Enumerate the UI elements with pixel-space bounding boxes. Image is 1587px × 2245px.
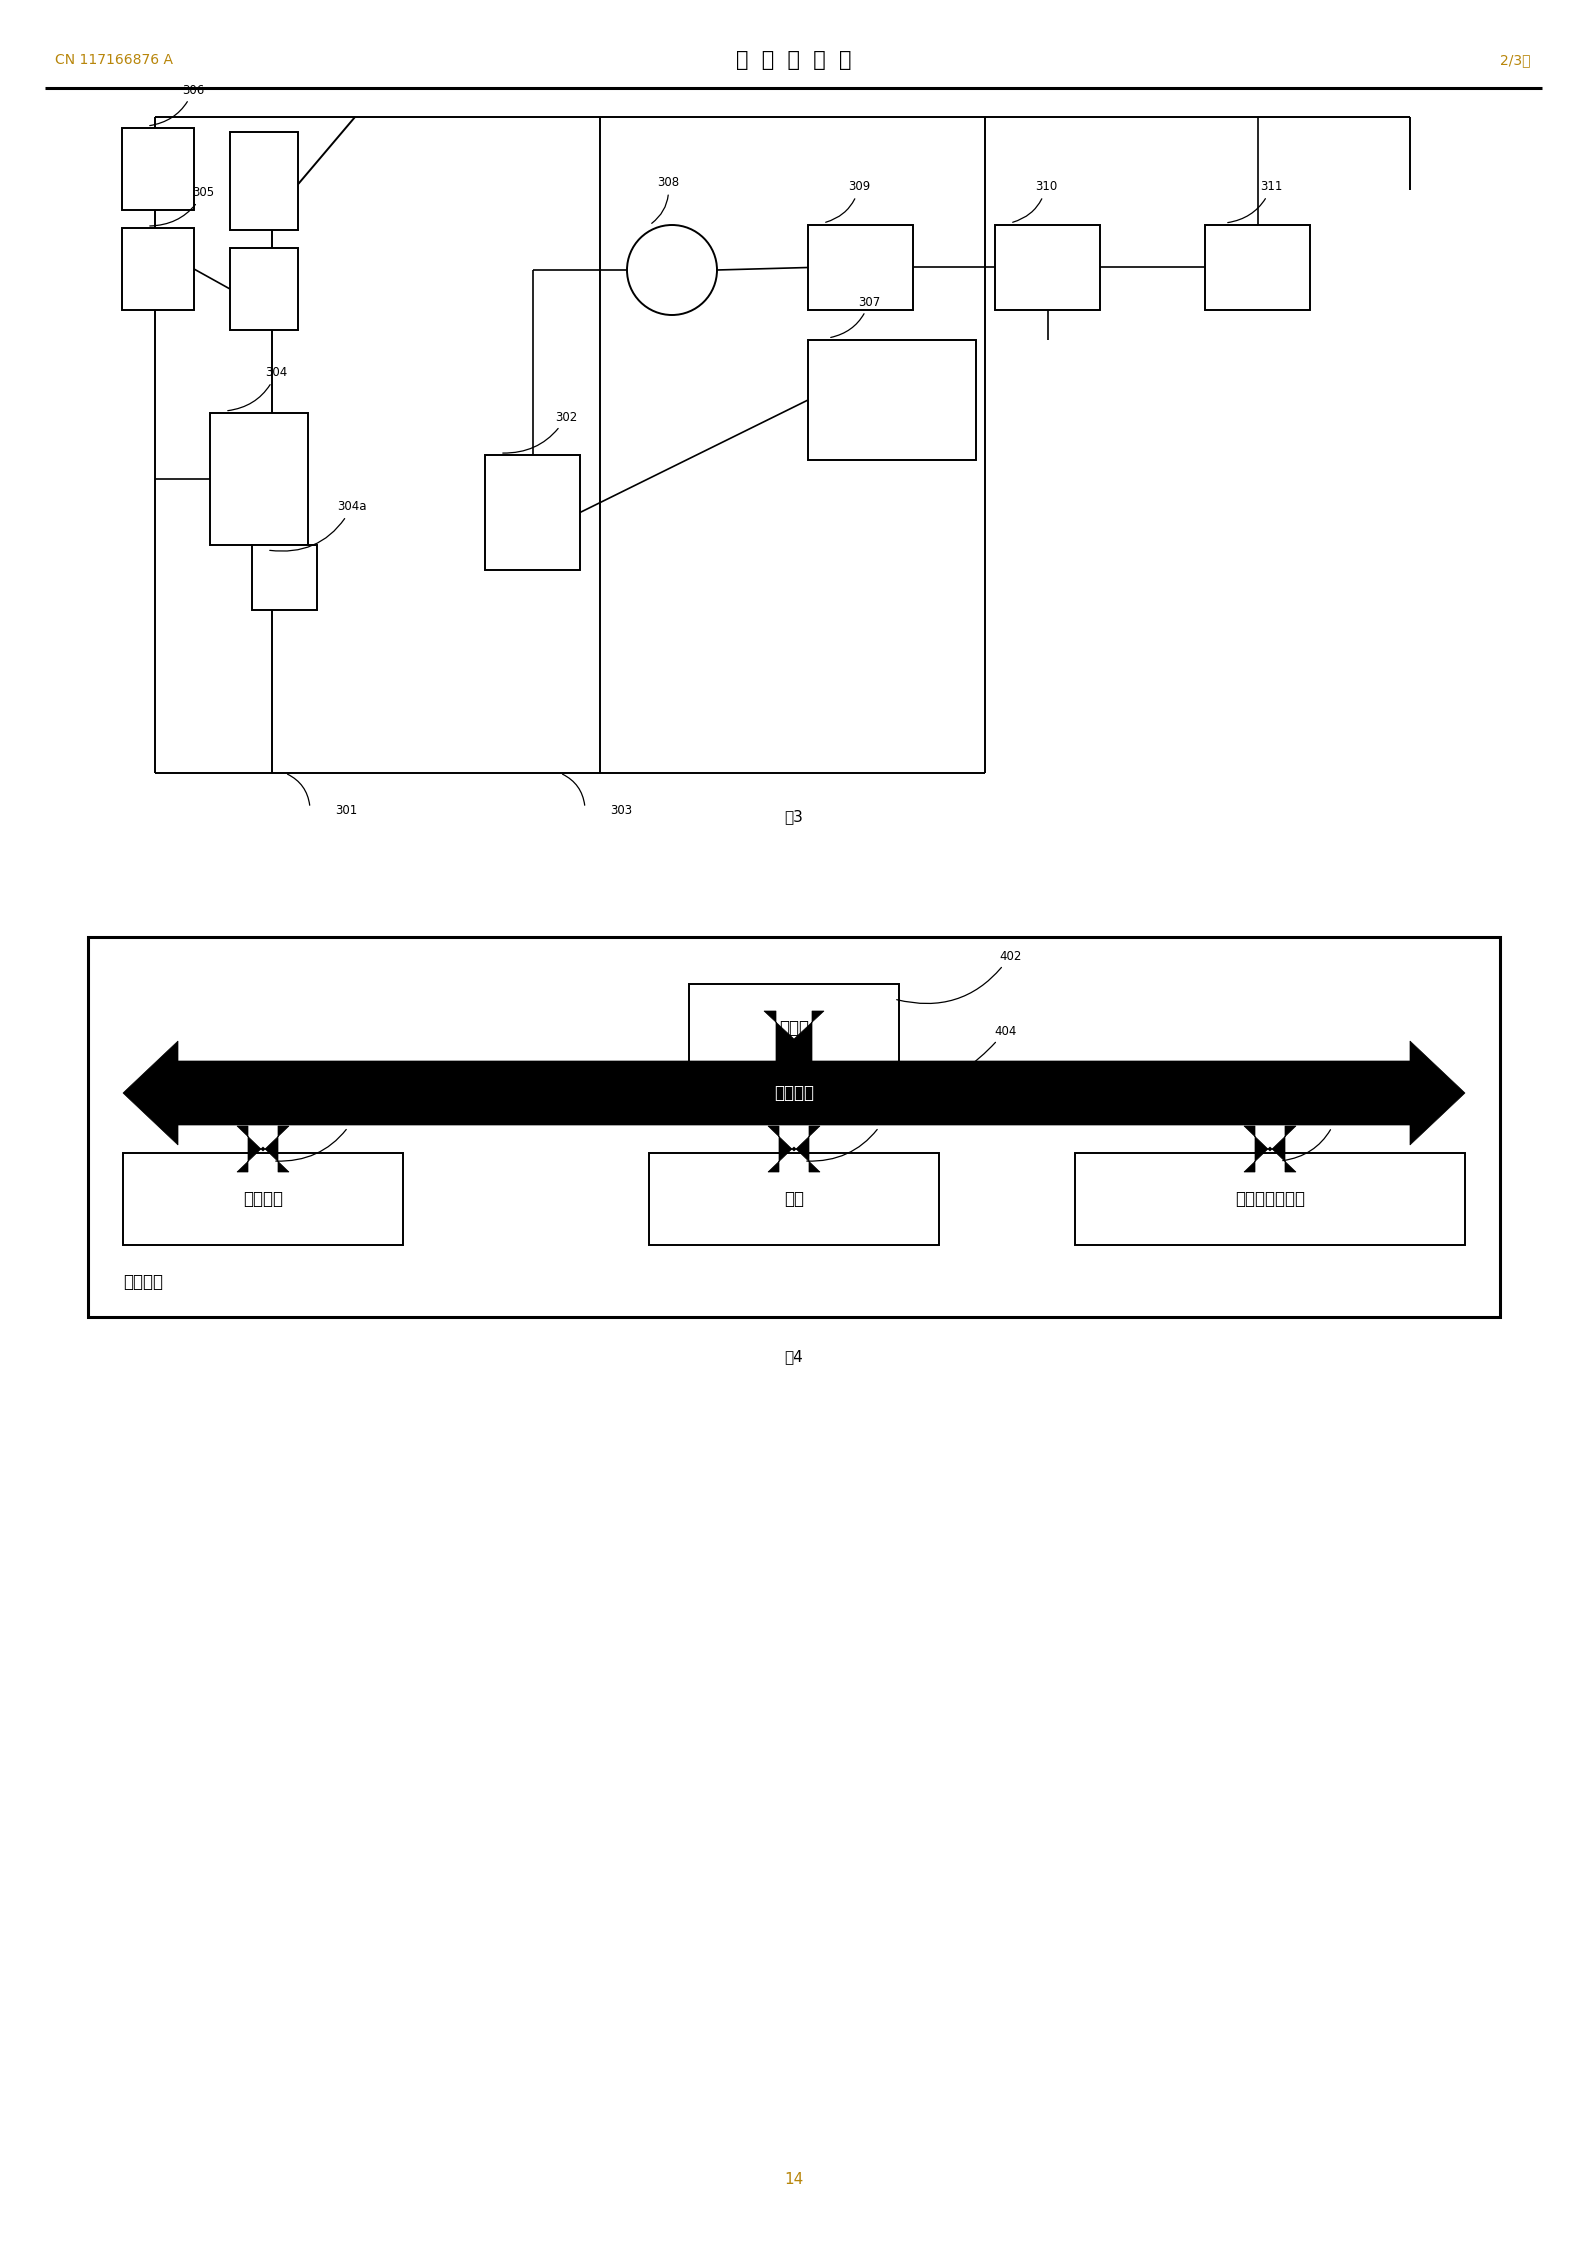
- Polygon shape: [768, 1127, 820, 1172]
- Text: 304a: 304a: [270, 501, 367, 550]
- Bar: [1074, 1154, 1465, 1246]
- Text: 408: 408: [806, 1111, 897, 1161]
- Text: 处理器: 处理器: [779, 1019, 809, 1037]
- Text: 310: 310: [1013, 180, 1057, 222]
- Bar: [230, 247, 298, 330]
- Bar: [1205, 224, 1309, 310]
- Text: 2/3页: 2/3页: [1500, 54, 1530, 67]
- Polygon shape: [124, 1042, 1465, 1145]
- Text: 309: 309: [825, 180, 870, 222]
- Bar: [122, 229, 194, 310]
- Text: 305: 305: [149, 186, 214, 227]
- Bar: [689, 983, 898, 1073]
- Polygon shape: [236, 1127, 289, 1172]
- Text: 图4: 图4: [784, 1349, 803, 1365]
- Polygon shape: [763, 1010, 824, 1100]
- Bar: [209, 413, 308, 546]
- Text: 网络接口: 网络接口: [243, 1190, 282, 1208]
- Text: 内部总线: 内部总线: [774, 1084, 814, 1102]
- Text: CN 117166876 A: CN 117166876 A: [56, 54, 173, 67]
- Bar: [124, 1154, 403, 1246]
- Text: 307: 307: [830, 296, 881, 337]
- Text: 406: 406: [276, 1111, 365, 1161]
- Bar: [649, 1154, 940, 1246]
- Text: 302: 302: [503, 411, 578, 453]
- Text: 图3: 图3: [784, 810, 803, 824]
- Bar: [87, 936, 1500, 1318]
- Bar: [252, 546, 317, 611]
- Text: 14: 14: [784, 2173, 803, 2187]
- Text: 304: 304: [229, 366, 287, 411]
- Bar: [808, 339, 976, 460]
- Text: 410: 410: [1282, 1111, 1347, 1161]
- Text: 402: 402: [897, 950, 1022, 1004]
- Bar: [808, 224, 913, 310]
- Text: 非易失性存储器: 非易失性存储器: [1235, 1190, 1305, 1208]
- Text: 404: 404: [847, 1024, 1016, 1096]
- Text: 308: 308: [652, 177, 679, 222]
- Bar: [122, 128, 194, 211]
- Bar: [230, 132, 298, 229]
- Text: 311: 311: [1228, 180, 1282, 222]
- Bar: [486, 456, 579, 570]
- Text: 电子设备: 电子设备: [124, 1273, 163, 1291]
- Text: 306: 306: [149, 83, 205, 126]
- Polygon shape: [1244, 1127, 1297, 1172]
- Text: 说  明  书  附  图: 说 明 书 附 图: [736, 49, 852, 70]
- Text: 303: 303: [609, 804, 632, 817]
- Bar: [995, 224, 1100, 310]
- Text: 内存: 内存: [784, 1190, 805, 1208]
- Text: 301: 301: [335, 804, 357, 817]
